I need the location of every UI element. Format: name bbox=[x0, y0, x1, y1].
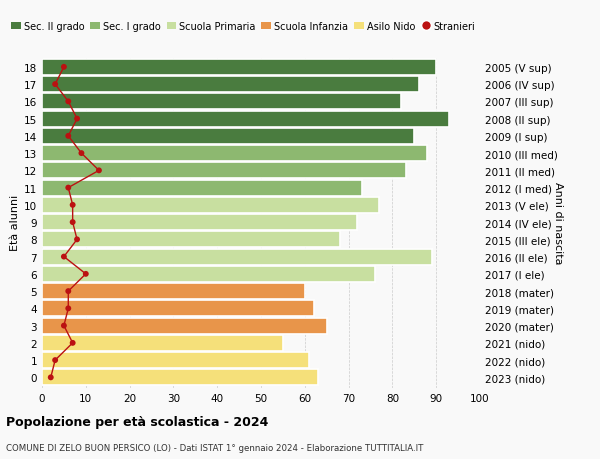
Bar bbox=[42, 301, 314, 317]
Point bbox=[50, 357, 60, 364]
Bar bbox=[42, 284, 305, 299]
Bar bbox=[42, 353, 309, 368]
Point bbox=[68, 340, 77, 347]
Y-axis label: Anni di nascita: Anni di nascita bbox=[553, 181, 563, 264]
Bar bbox=[42, 369, 318, 386]
Bar bbox=[42, 77, 419, 93]
Bar bbox=[42, 180, 362, 196]
Point bbox=[50, 81, 60, 89]
Point bbox=[72, 116, 82, 123]
Point bbox=[77, 150, 86, 157]
Point bbox=[94, 168, 104, 175]
Y-axis label: Età alunni: Età alunni bbox=[10, 195, 20, 251]
Point bbox=[64, 185, 73, 192]
Point bbox=[64, 305, 73, 312]
Bar bbox=[42, 146, 427, 162]
Point bbox=[68, 202, 77, 209]
Point bbox=[59, 253, 69, 261]
Point bbox=[59, 64, 69, 71]
Point bbox=[64, 99, 73, 106]
Point bbox=[81, 270, 91, 278]
Point bbox=[68, 219, 77, 226]
Legend: Sec. II grado, Sec. I grado, Scuola Primaria, Scuola Infanzia, Asilo Nido, Stran: Sec. II grado, Sec. I grado, Scuola Prim… bbox=[7, 17, 479, 35]
Bar bbox=[42, 232, 340, 248]
Point bbox=[72, 236, 82, 243]
Bar bbox=[42, 60, 436, 76]
Bar bbox=[42, 94, 401, 110]
Bar bbox=[42, 112, 449, 127]
Point bbox=[59, 322, 69, 330]
Bar bbox=[42, 163, 406, 179]
Text: Popolazione per età scolastica - 2024: Popolazione per età scolastica - 2024 bbox=[6, 415, 268, 428]
Bar bbox=[42, 197, 379, 213]
Point bbox=[46, 374, 56, 381]
Bar bbox=[42, 266, 375, 282]
Bar bbox=[42, 335, 283, 351]
Bar bbox=[42, 249, 432, 265]
Bar bbox=[42, 129, 415, 145]
Text: COMUNE DI ZELO BUON PERSICO (LO) - Dati ISTAT 1° gennaio 2024 - Elaborazione TUT: COMUNE DI ZELO BUON PERSICO (LO) - Dati … bbox=[6, 443, 424, 452]
Bar bbox=[42, 318, 326, 334]
Point bbox=[64, 288, 73, 295]
Bar bbox=[42, 215, 358, 230]
Point bbox=[64, 133, 73, 140]
